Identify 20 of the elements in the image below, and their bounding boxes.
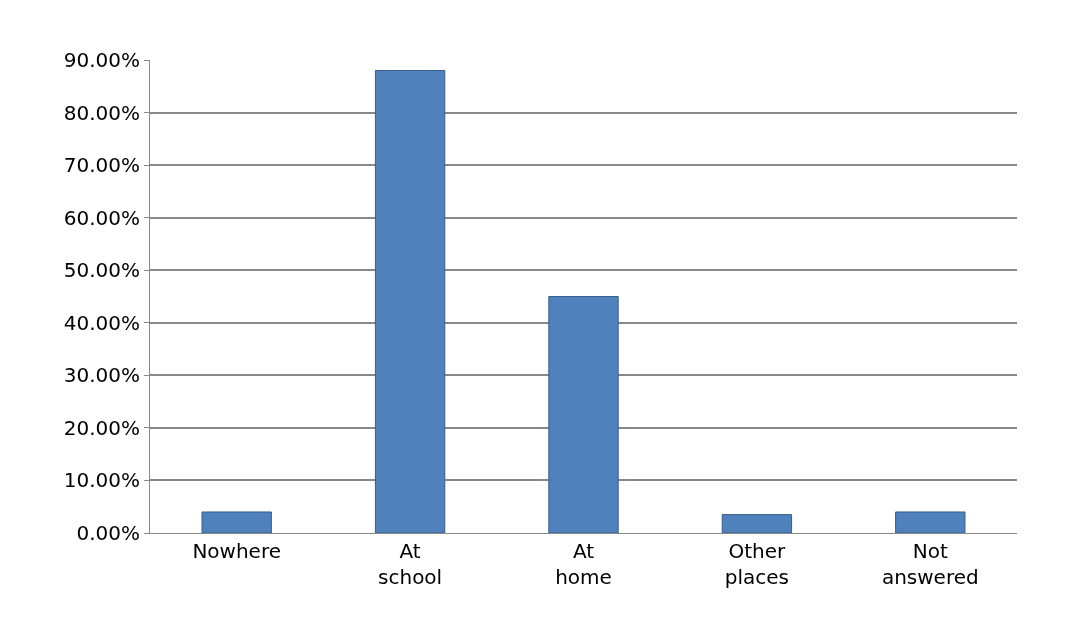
y-tick-label: 60.00% — [63, 205, 140, 230]
y-tick-label: 30.00% — [63, 363, 140, 388]
bar — [721, 514, 793, 533]
x-tick-label: Not answered — [881, 539, 979, 589]
x-tick-label: At home — [555, 539, 612, 589]
y-tick-label: 10.00% — [63, 468, 140, 493]
bar — [201, 511, 272, 533]
x-tick-label: At school — [378, 539, 443, 589]
y-tick-label: 20.00% — [63, 415, 140, 440]
y-tick-label: 90.00% — [63, 48, 140, 72]
x-tick-label: Other places — [724, 539, 790, 589]
y-tick-label: 80.00% — [63, 100, 140, 125]
y-tick-label: 50.00% — [63, 258, 140, 283]
bar — [548, 296, 619, 533]
y-tick-label: 0.00% — [76, 521, 140, 545]
y-tick-label: 70.00% — [63, 153, 140, 178]
x-tick-label: Nowhere — [192, 539, 282, 563]
bar — [895, 511, 966, 533]
y-tick-label: 40.00% — [63, 310, 140, 335]
bar — [374, 70, 446, 533]
